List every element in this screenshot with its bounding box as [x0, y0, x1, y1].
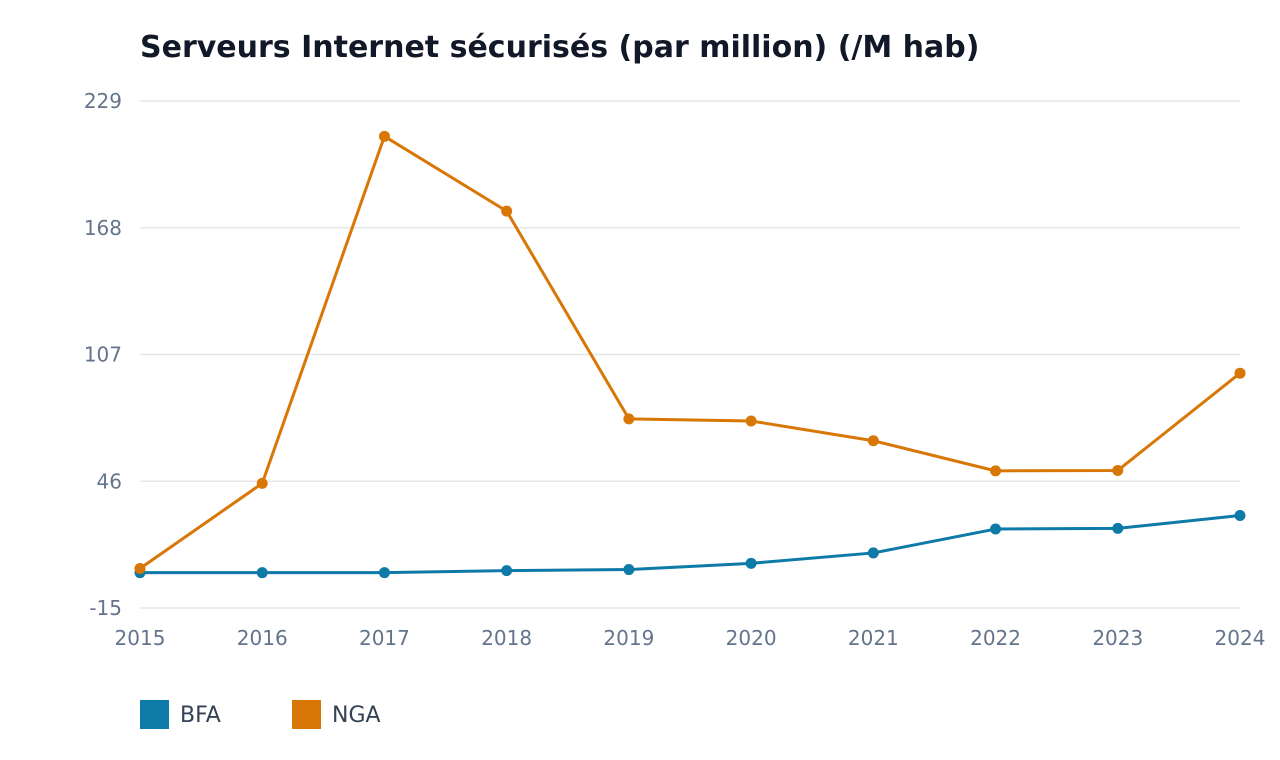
series-lines — [134, 130, 1246, 579]
data-point-bfa — [990, 523, 1002, 535]
x-tick-label: 2019 — [603, 626, 654, 650]
data-point-nga — [1234, 367, 1246, 379]
series-nga — [134, 130, 1246, 575]
data-point-nga — [990, 465, 1002, 477]
data-point-bfa — [1234, 510, 1246, 522]
legend-label-bfa: BFA — [180, 703, 221, 728]
data-point-bfa — [623, 564, 635, 576]
data-point-bfa — [378, 567, 390, 579]
x-tick-label: 2023 — [1092, 626, 1143, 650]
y-tick-label: 168 — [84, 216, 122, 240]
data-point-nga — [745, 415, 757, 427]
data-point-nga — [378, 130, 390, 142]
grid-lines — [140, 100, 1240, 609]
data-point-nga — [867, 435, 879, 447]
data-point-bfa — [256, 567, 268, 579]
legend-swatch-nga — [292, 700, 321, 729]
data-point-bfa — [867, 547, 879, 559]
x-tick-label: 2016 — [237, 626, 288, 650]
y-axis-ticks: -15 46 107 168 229 — [84, 89, 122, 620]
legend-label-nga: NGA — [332, 703, 381, 728]
data-point-nga — [134, 563, 146, 575]
data-point-bfa — [745, 557, 757, 569]
y-tick-label: 46 — [97, 469, 122, 493]
y-tick-label: -15 — [89, 596, 122, 620]
data-point-nga — [623, 413, 635, 425]
legend: BFA NGA — [140, 700, 381, 729]
x-tick-label: 2024 — [1215, 626, 1266, 650]
data-point-nga — [501, 205, 513, 217]
data-point-nga — [256, 477, 268, 489]
y-tick-label: 229 — [84, 89, 122, 113]
data-point-bfa — [1112, 522, 1124, 534]
data-point-nga — [1112, 464, 1124, 476]
chart-title: Serveurs Internet sécurisés (par million… — [140, 30, 980, 65]
x-tick-label: 2017 — [359, 626, 410, 650]
x-axis-ticks: 2015 2016 2017 2018 2019 2020 2021 2022 2023 2024 — [115, 626, 1266, 650]
legend-swatch-bfa — [140, 700, 169, 729]
x-tick-label: 2018 — [481, 626, 532, 650]
series-line-nga — [138, 134, 1242, 571]
series-line-bfa — [138, 514, 1242, 575]
x-tick-label: 2022 — [970, 626, 1021, 650]
x-tick-label: 2020 — [726, 626, 777, 650]
y-tick-label: 107 — [84, 343, 122, 367]
series-bfa — [134, 510, 1246, 579]
data-point-bfa — [501, 565, 513, 577]
x-tick-label: 2021 — [848, 626, 899, 650]
x-tick-label: 2015 — [115, 626, 166, 650]
